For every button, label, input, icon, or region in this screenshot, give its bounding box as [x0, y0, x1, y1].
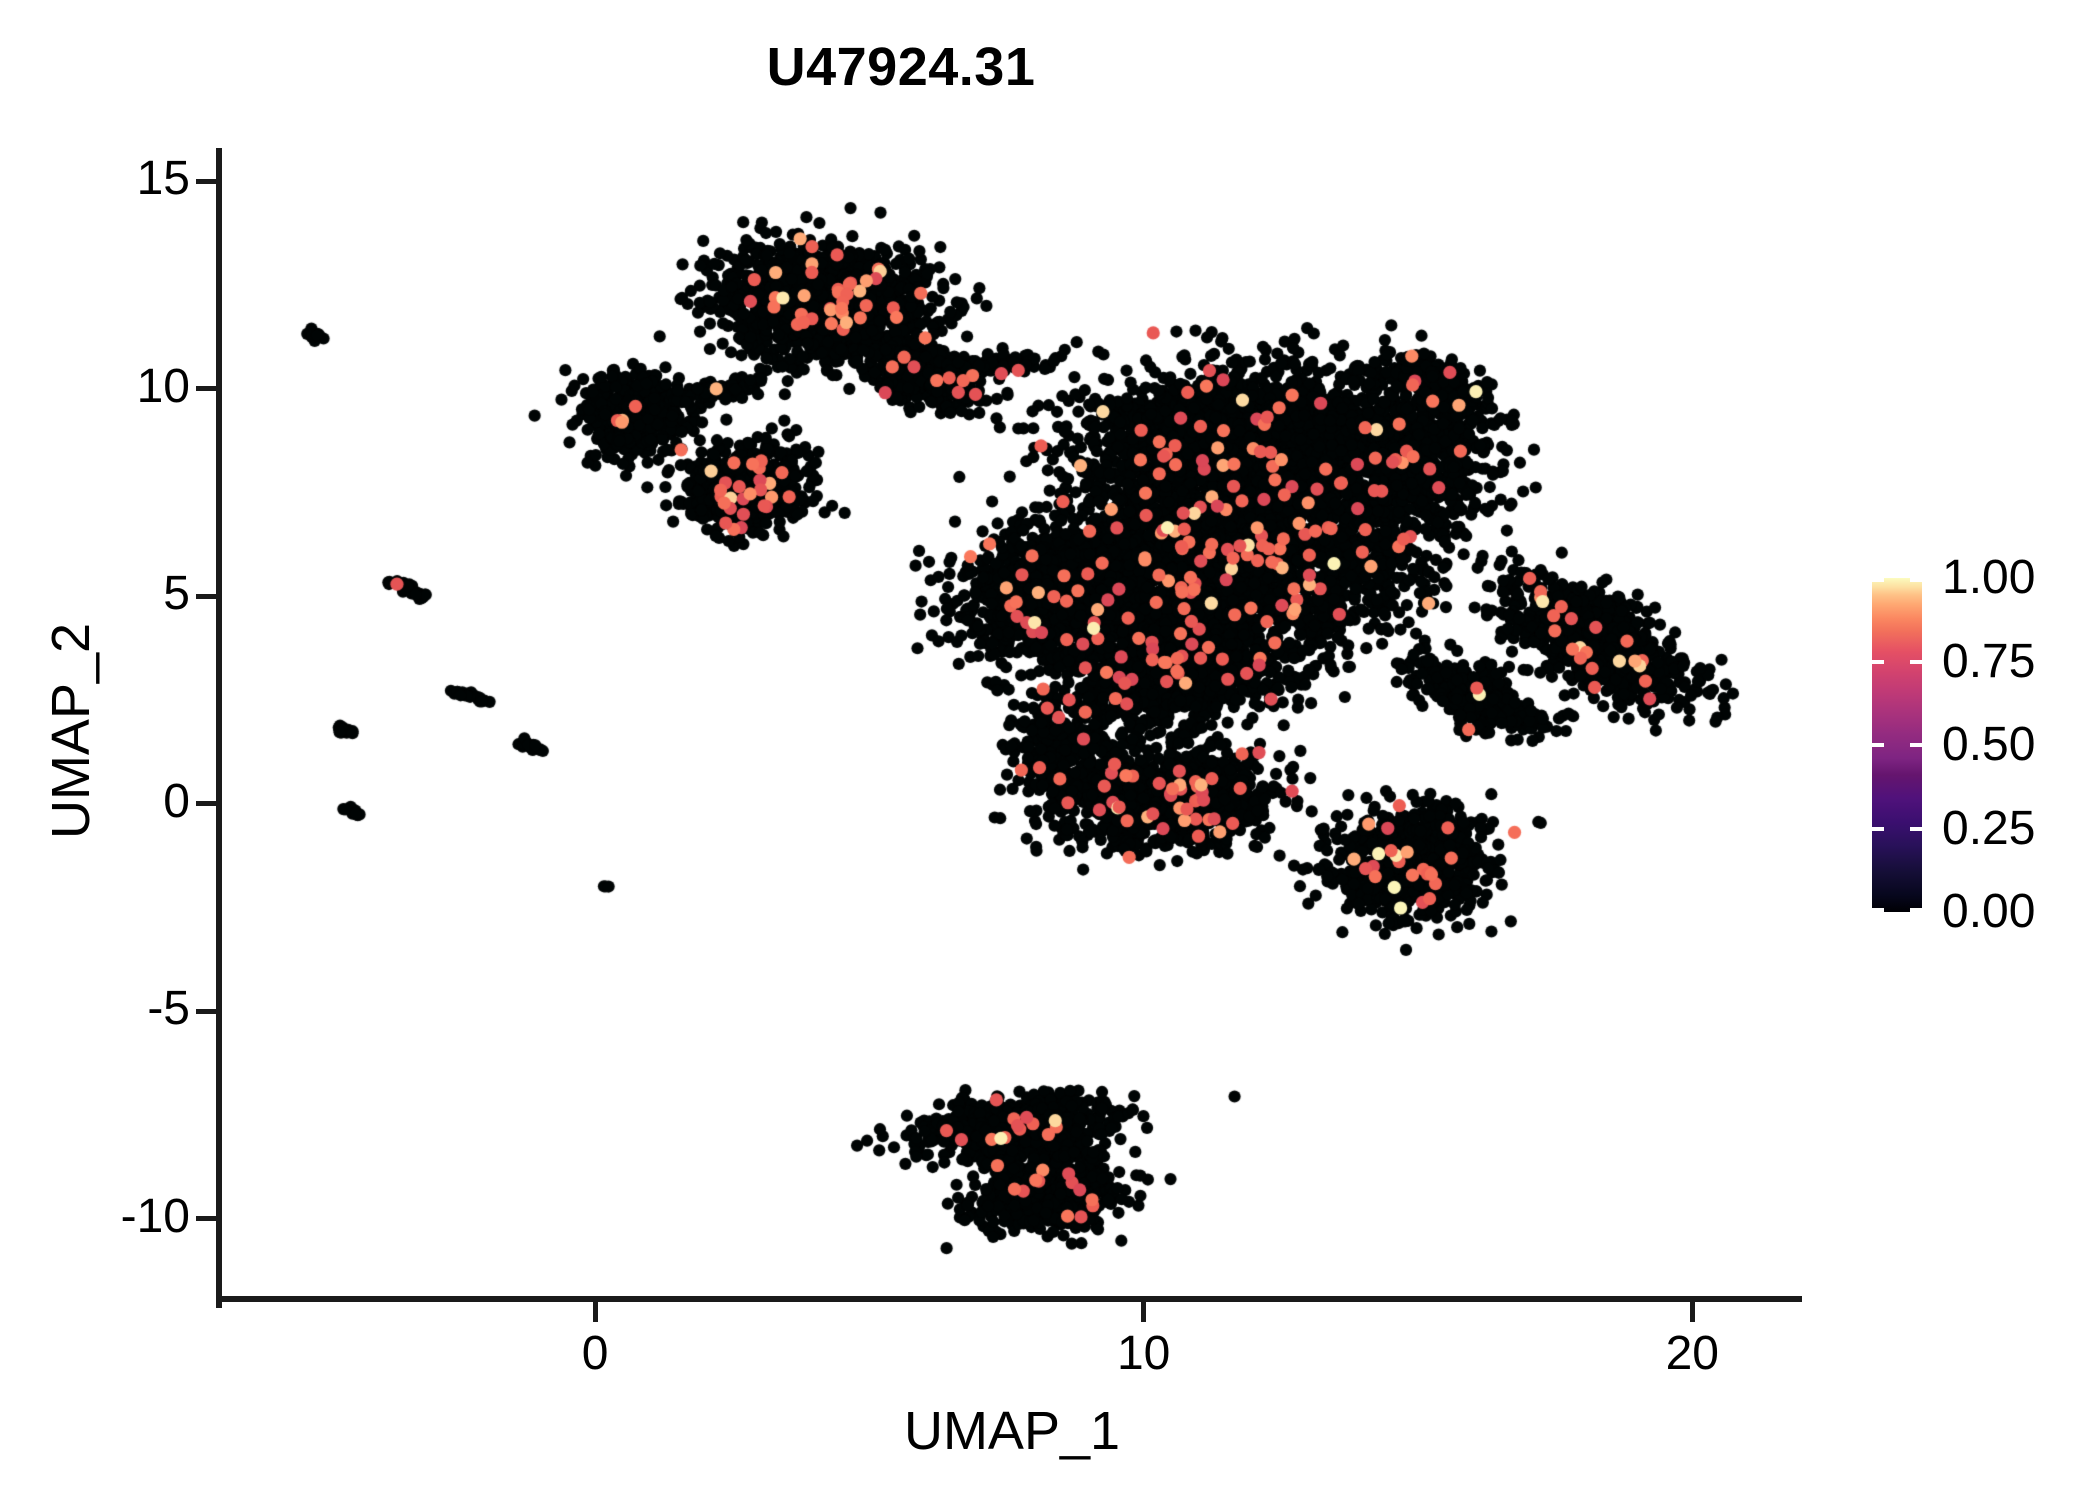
y-tick-label: 0	[163, 774, 190, 828]
y-tick-mark	[196, 593, 216, 599]
y-tick-mark	[196, 801, 216, 807]
colorbar-legend: 1.00 0.75 0.50 0.25 0.00	[1872, 554, 2072, 936]
colorbar-tick-label: 0.25	[1942, 801, 2036, 855]
x-axis-line	[216, 1296, 1802, 1302]
y-tick-label: -10	[120, 1189, 190, 1243]
y-tick-mark	[196, 386, 216, 392]
y-axis-tick-labels: 15 10 5 0 -5 -10	[20, 0, 190, 1500]
plot-panel	[222, 148, 1802, 1302]
colorbar-tick-mark	[1872, 659, 1884, 664]
y-axis-line	[216, 148, 222, 1308]
colorbar-tick-mark	[1872, 578, 1884, 582]
x-tick-mark	[1141, 1302, 1147, 1322]
x-tick-label: 20	[1665, 1327, 1719, 1380]
colorbar-tick-mark	[1872, 826, 1884, 831]
colorbar-tick-label: 1.00	[1942, 551, 2036, 604]
y-tick-label: 5	[163, 567, 190, 621]
scatter-plot-canvas[interactable]	[222, 148, 1802, 1302]
y-tick-label: 15	[136, 152, 190, 206]
colorbar-tick-mark	[1872, 908, 1884, 912]
x-tick-mark	[592, 1302, 598, 1322]
colorbar-tick-label: 0.75	[1942, 634, 2036, 688]
y-tick-mark	[196, 1008, 216, 1014]
x-tick-label: 0	[581, 1327, 609, 1380]
colorbar-tick-label: 0.50	[1942, 718, 2036, 771]
y-tick-label: -5	[147, 982, 190, 1036]
x-tick-mark	[1689, 1302, 1695, 1322]
x-tick-label: 10	[1116, 1327, 1171, 1380]
colorbar-tick-mark	[1910, 578, 1922, 582]
y-tick-mark	[196, 1216, 216, 1222]
colorbar-tick-mark	[1872, 743, 1884, 747]
y-tick-mark	[196, 178, 216, 184]
y-axis-title: UMAP_2	[41, 622, 101, 840]
colorbar-tick-mark	[1910, 659, 1922, 664]
colorbar-tick-mark	[1910, 908, 1922, 912]
colorbar-tick-mark	[1910, 743, 1922, 747]
x-axis-title: UMAP_1	[903, 1401, 1121, 1461]
colorbar-tick-mark	[1910, 826, 1922, 831]
page-title: U47924.31	[766, 37, 1036, 97]
colorbar-tick-label: 0.00	[1942, 885, 2036, 938]
y-tick-label: 10	[136, 359, 190, 413]
